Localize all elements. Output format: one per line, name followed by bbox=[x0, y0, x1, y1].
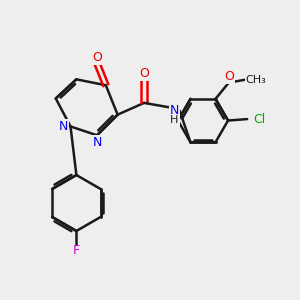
Text: F: F bbox=[73, 244, 80, 257]
Text: O: O bbox=[224, 70, 234, 83]
Text: N: N bbox=[58, 120, 68, 133]
Text: O: O bbox=[92, 51, 102, 64]
Text: CH₃: CH₃ bbox=[246, 75, 266, 85]
Text: O: O bbox=[139, 67, 149, 80]
Text: H: H bbox=[170, 115, 178, 125]
Text: Cl: Cl bbox=[253, 112, 265, 126]
Text: N: N bbox=[93, 136, 102, 149]
Text: N: N bbox=[170, 104, 179, 117]
